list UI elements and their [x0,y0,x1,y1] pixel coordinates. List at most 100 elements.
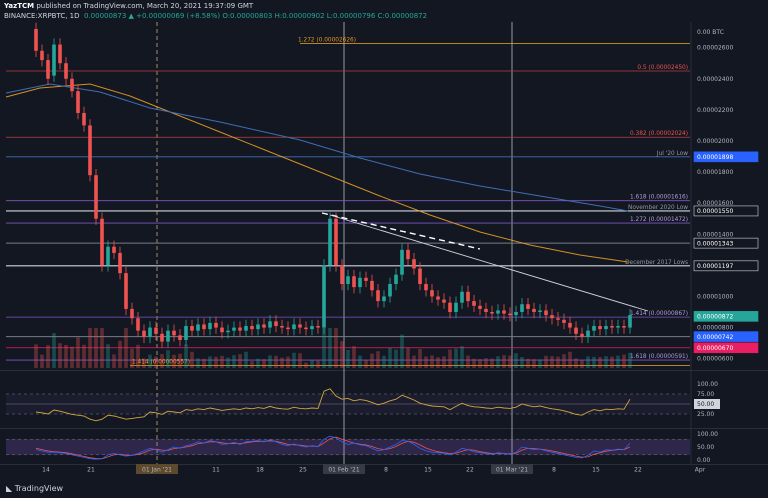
price-label: 0.00001197 [697,263,733,270]
level-label: Jul '20 Low [656,151,688,157]
price-label-box [693,311,759,322]
candle-body [196,324,200,331]
candle-body [490,312,494,314]
candle-body [34,28,38,51]
volume-bar [298,353,302,368]
volume-bar [538,359,542,368]
candle-body [136,318,140,331]
candle-body [442,299,446,303]
price-label: 0.00001550 [697,208,733,215]
x-axis-tick: 14 [42,467,50,474]
volume-bar [370,353,374,368]
candle-body [262,324,266,328]
level-label: 1.414 (0.00000557) [132,359,190,365]
rsi-axis-tick: 100.00 [697,381,718,388]
level-label: 0.382 (0.00002024) [630,131,688,137]
volume-bar [448,349,452,368]
candle-body [400,249,404,275]
publisher-name: YazTCM [4,2,35,10]
volume-bar [88,328,92,368]
volume-bar [592,356,596,368]
price-label-box [693,237,759,249]
volume-bar [598,357,602,368]
volume-bar [604,356,608,368]
volume-bar [520,357,524,368]
x-axis-tick: 22 [634,467,642,474]
volume-bar [124,328,128,368]
candle-body [274,321,278,327]
candle-body [586,330,590,337]
candle-body [496,310,500,314]
tradingview-logo[interactable]: ◣ TradingView [6,484,63,493]
price-label: 0.00001898 [697,154,733,161]
x-axis-tick: 15 [592,467,600,474]
level-label: 1.618 (0.00001616) [630,195,688,201]
volume-bar [394,349,398,368]
candle-body [472,301,476,306]
volume-bar [292,352,296,368]
volume-bar [280,357,284,368]
volume-bar [106,344,110,368]
volume-bar [454,348,458,368]
candle-body [352,276,356,288]
candle-body [520,304,524,313]
candle-body [64,63,68,79]
candle-body [52,44,56,76]
x-axis-tick: 01 Feb '21 [328,467,360,474]
candle-body [292,324,296,330]
x-axis-tick: 01 Mar '21 [496,467,528,474]
level-label: 1.272 (0.00002626) [298,38,356,44]
stoch-band [6,439,690,455]
volume-bar [100,328,104,368]
volume-bar [430,355,434,368]
level-label: 1.618 (0.00000591) [630,354,688,360]
pane-separator [0,370,768,371]
candle-body [106,246,110,266]
volume-bar [40,354,44,368]
volume-bar [412,355,416,368]
volume-bar [508,355,512,368]
candle-body [346,276,350,285]
tradingview-icon: ◣ [6,484,13,493]
volume-bar [328,328,332,368]
volume-bar [502,355,506,368]
volume-bar [400,334,404,368]
chart-svg[interactable]: 1.272 (0.00002626) 0.5 (0.00002450) 0.382 … [0,0,768,478]
volume-bar [532,359,536,368]
rsi-axis-tick: 25.00 [697,411,714,418]
volume-bar [544,355,548,368]
candle-body [46,60,50,79]
candle-body [436,296,440,300]
volume-bar [166,350,170,368]
candle-body [388,284,392,297]
volume-bar [46,345,50,368]
price-label-box [693,342,759,354]
volume-bar [160,354,164,368]
candle-body [130,308,134,319]
candle-body [592,326,596,331]
candle-body [166,330,170,342]
volume-bar [94,328,98,368]
volume-bar [580,360,584,368]
level-label: 1.414 (0.00000867) [630,311,688,317]
moving-average-line [5,83,629,212]
stoch-k-line [35,435,631,460]
volume-bar [622,354,626,368]
candle-body [382,296,386,302]
candle-body [124,273,128,309]
y-axis-tick: 0.00001600 [697,200,733,207]
volume-bar [136,344,140,368]
candle-body [94,175,98,219]
volume-bar [562,354,566,368]
moving-average-line [5,83,629,263]
candle-body [574,327,578,334]
candle-body [40,50,44,61]
volume-bar [178,353,182,368]
y-axis-tick: 0.00000600 [697,356,733,363]
candle-body [184,326,188,341]
volume-bar [262,359,266,368]
volume-bar [286,356,290,368]
y-axis-tick: 0.00002400 [697,76,733,83]
candle-body [376,290,380,302]
candle-body [250,326,254,330]
